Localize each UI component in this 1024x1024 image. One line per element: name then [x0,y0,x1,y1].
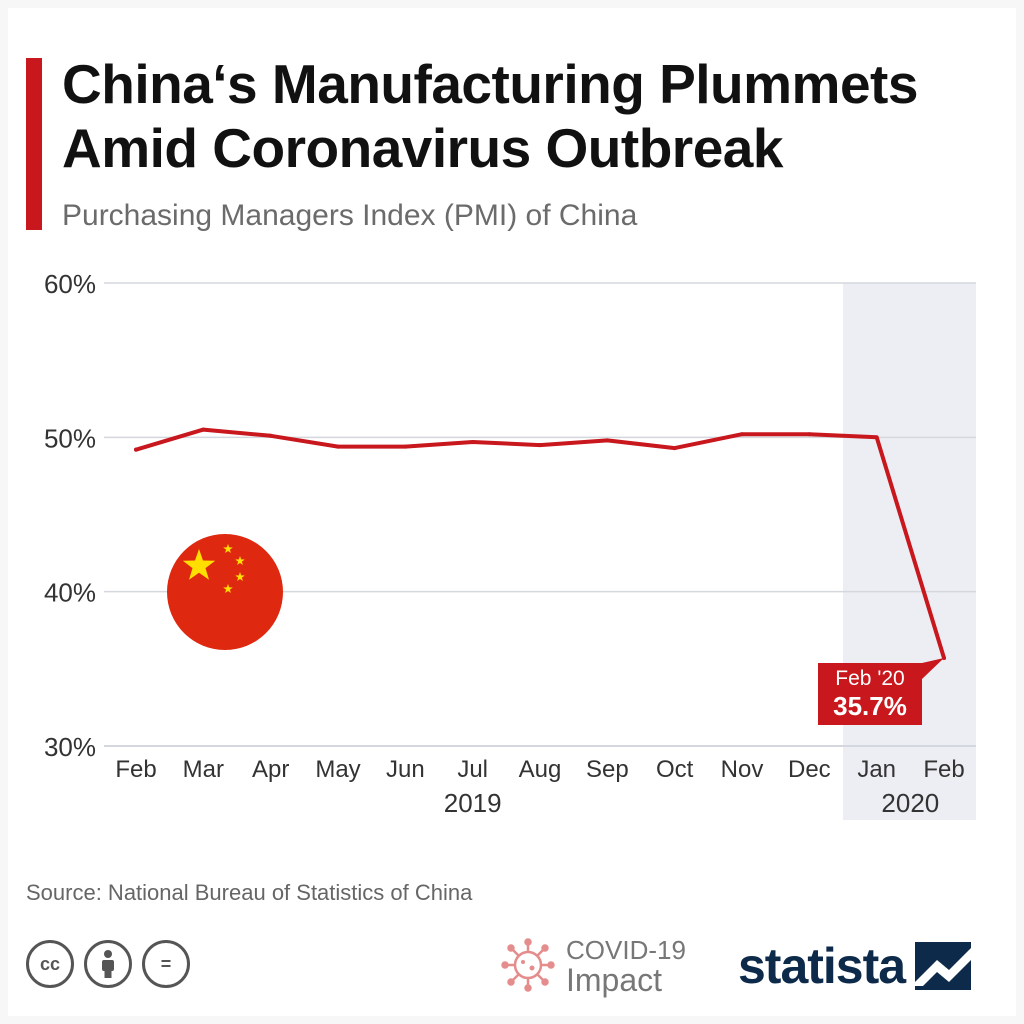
annotation-callout [818,658,944,725]
flag-small-star [223,584,233,593]
x-tick-label: Apr [252,756,289,783]
title-line-2: Amid Coronavirus Outbreak [62,117,783,179]
data-point [403,444,408,449]
flag-small-star [235,556,245,565]
y-tick-label: 40% [44,578,96,608]
x-tick-label: May [315,756,360,783]
data-point [807,432,812,437]
x-tick-label: Jun [386,756,425,783]
y-tick-label: 30% [44,732,96,762]
statista-brand[interactable]: statista [738,938,972,994]
china-flag-icon [167,534,283,650]
data-point [268,433,273,438]
license-icons: cc = [26,940,190,988]
year-label: 2020 [881,788,939,818]
x-tick-label: Nov [721,756,764,783]
x-tick-label: Feb [115,756,156,783]
pmi-line-chart: 30% 40% 50% 60% Feb Mar Apr May Jun Jul Aug Sep Oct N… [44,269,976,820]
flag-small-star [223,544,233,553]
source-note: Source: National Bureau of Statistics of… [26,880,473,905]
x-tick-label: Oct [656,756,694,783]
title-line-1: China‘s Manufacturing Plummets [62,53,918,115]
virus-icon [501,938,555,992]
data-point [470,439,475,444]
chart-subtitle: Purchasing Managers Index (PMI) of China [62,199,638,232]
data-point [134,447,138,452]
x-tick-label: Sep [586,756,629,783]
annotation-value: 35.7% [833,691,907,721]
year-label: 2019 [444,788,502,818]
y-tick-label: 60% [44,269,96,299]
covid-label-line1: COVID-19 [566,935,686,965]
x-tick-label: Aug [519,756,562,783]
covid-impact-badge: COVID-19 Impact [500,935,686,998]
data-point [605,438,610,443]
by-icon[interactable] [84,940,132,988]
flag-big-star [182,549,216,580]
data-point [874,435,879,440]
x-tick-label: Jan [857,756,896,783]
nd-icon[interactable]: = [142,940,190,988]
data-point [336,444,340,449]
annotation-label: Feb '20 [835,667,904,690]
statista-logo-icon [915,942,972,990]
x-tick-label: Mar [183,756,224,783]
flag-small-star [235,572,245,581]
data-point [201,427,206,432]
x-tick-label: Dec [788,756,831,783]
accent-bar [26,58,42,230]
covid-label-line2: Impact [566,962,663,998]
data-point [740,432,744,437]
data-point [538,443,542,448]
x-tick-label: Jul [457,756,488,783]
data-point [672,446,677,451]
cc-icon[interactable]: cc [26,940,74,988]
y-tick-label: 50% [44,423,96,453]
statista-wordmark: statista [738,938,906,994]
x-tick-label: Feb [923,756,964,783]
chart-title: China‘s Manufacturing Plummets Amid Coro… [62,52,1012,180]
